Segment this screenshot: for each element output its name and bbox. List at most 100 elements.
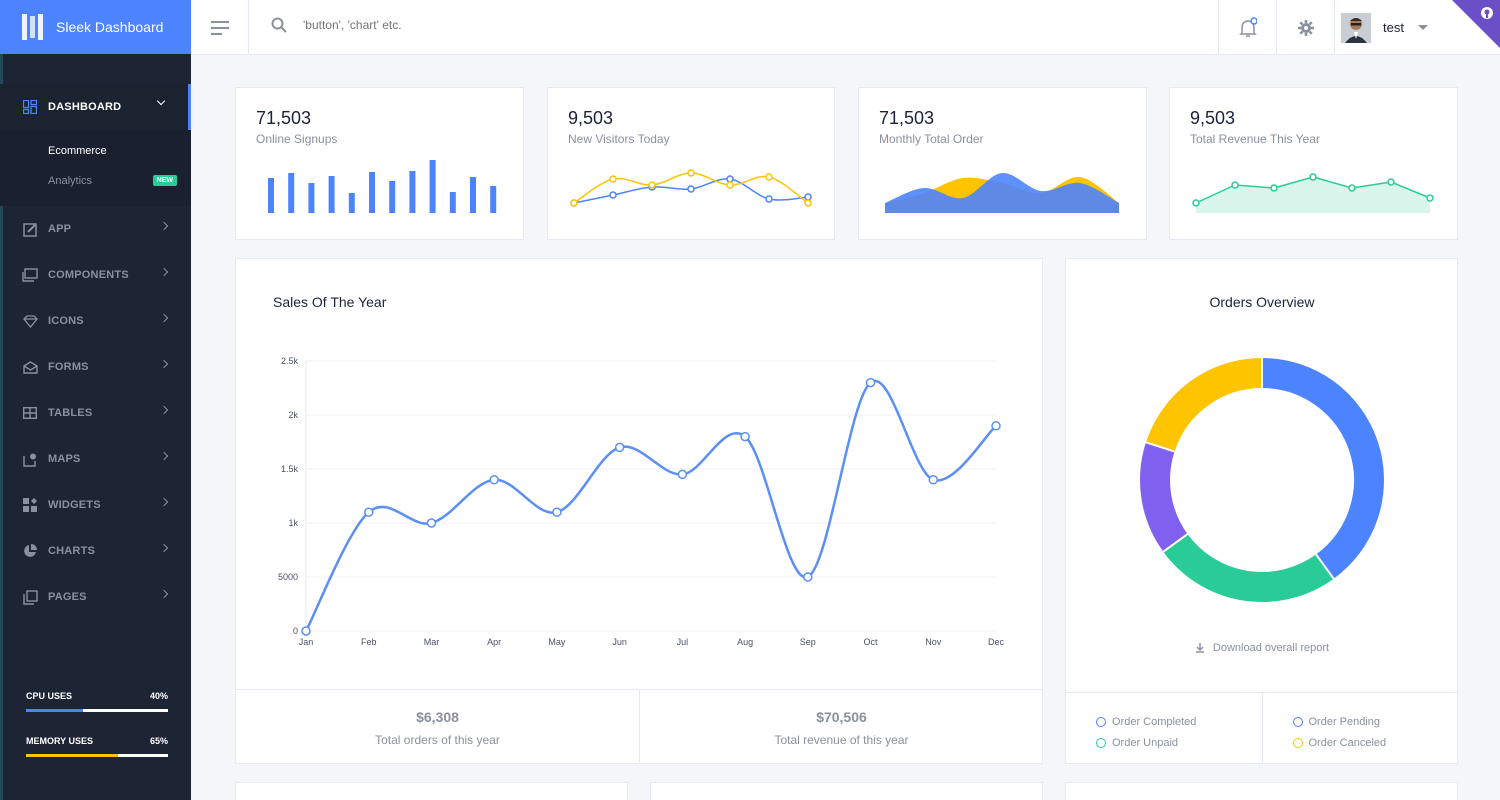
bar xyxy=(429,160,436,213)
orders-donut-chart xyxy=(1140,358,1384,602)
sales-footer-orders: $6,308 Total orders of this year xyxy=(236,690,639,764)
search-icon[interactable] xyxy=(271,17,287,33)
gear-icon xyxy=(1297,19,1314,36)
legend-item: Order Pending xyxy=(1292,711,1459,732)
sidebar-item-label: FORMS xyxy=(48,361,89,373)
sidebar-item-maps[interactable]: MAPS xyxy=(0,436,191,482)
sidebar-item-charts[interactable]: CHARTS xyxy=(0,528,191,574)
donut-slice xyxy=(1261,358,1384,579)
stat-label: New Visitors Today xyxy=(568,132,670,146)
sidebar-item-widgets[interactable]: WIDGETS xyxy=(0,482,191,528)
sidebar-item-icons[interactable]: ICONS xyxy=(0,298,191,344)
search-input[interactable] xyxy=(303,18,603,32)
chevron-right-icon xyxy=(159,267,169,277)
download-icon xyxy=(1195,643,1204,653)
brand-name: Sleek Dashboard xyxy=(56,19,164,35)
download-label: Download overall report xyxy=(1212,642,1330,654)
legend-dot xyxy=(1096,716,1106,727)
sidebar-subitem-ecommerce[interactable]: Ecommerce xyxy=(0,136,191,166)
data-point xyxy=(1348,184,1356,192)
sidebar-item-components[interactable]: COMPONENTS xyxy=(0,252,191,298)
sidebar-item-forms[interactable]: FORMS xyxy=(0,344,191,390)
bar xyxy=(449,192,456,213)
bar xyxy=(288,173,295,213)
stat-value: 71,503 xyxy=(256,108,312,128)
brand[interactable]: Sleek Dashboard xyxy=(0,0,191,54)
legend-item: Order Completed xyxy=(1096,711,1262,732)
x-tick-label: Nov xyxy=(925,637,942,647)
user-menu[interactable]: test xyxy=(1341,0,1428,55)
stat-label: Total Revenue This Year xyxy=(1190,132,1320,146)
donut-slice xyxy=(1163,533,1334,602)
cpu-usage-fill xyxy=(26,709,83,712)
bar xyxy=(409,171,416,213)
stat-value: 9,503 xyxy=(568,108,614,128)
legend-dot xyxy=(1292,716,1303,727)
data-point xyxy=(804,199,812,207)
revenue-line-chart xyxy=(1192,173,1434,213)
sidebar-item-label: MAPS xyxy=(48,453,81,465)
legend-column: Order Completed Order Unpaid xyxy=(1066,693,1262,764)
memory-usage-bar xyxy=(26,754,168,757)
menu-toggle-button[interactable] xyxy=(191,0,249,55)
sales-footer: $6,308 Total orders of this year $70,506… xyxy=(236,689,1043,764)
x-tick-label: Oct xyxy=(864,637,879,647)
data-point xyxy=(726,175,734,183)
x-tick-label: Jan xyxy=(299,637,314,647)
x-tick-label: Aug xyxy=(737,637,753,647)
data-point xyxy=(991,421,1001,431)
avatar xyxy=(1341,12,1371,43)
github-corner[interactable] xyxy=(1452,0,1500,48)
visitors-line-chart xyxy=(570,169,812,207)
memory-usage-value: 65% xyxy=(149,736,168,746)
pages-icon xyxy=(22,589,38,605)
chevron-right-icon xyxy=(159,451,169,461)
x-tick-label: Feb xyxy=(361,637,377,647)
data-point xyxy=(726,181,734,189)
sales-footer-value: $70,506 xyxy=(816,709,867,725)
sidebar-item-label: CHARTS xyxy=(48,545,96,557)
data-point xyxy=(804,193,812,201)
subitem-label: Ecommerce xyxy=(48,145,107,157)
cpu-usage-label: CPU USES xyxy=(26,691,73,701)
y-tick-label: 2.5k xyxy=(281,356,299,366)
stat-card-revenue: 9,503 Total Revenue This Year xyxy=(1169,87,1458,240)
y-tick-label: 1.5k xyxy=(281,464,299,474)
bar xyxy=(328,176,335,213)
data-point xyxy=(609,191,617,199)
data-point xyxy=(426,518,437,528)
data-point xyxy=(648,181,656,189)
diamond-icon xyxy=(22,313,38,329)
x-tick-label: Sep xyxy=(800,637,816,647)
sidebar-item-tables[interactable]: TABLES xyxy=(0,390,191,436)
data-point xyxy=(687,185,695,193)
sidebar-subitem-analytics[interactable]: Analytics NEW xyxy=(0,166,191,196)
legend-label: Order Canceled xyxy=(1308,736,1387,749)
data-point xyxy=(489,475,499,485)
bar xyxy=(348,193,355,213)
sales-line-chart: 0 5000 1k 1.5k 2k 2.5k Jan Feb Mar Apr May Jun Jul Au… xyxy=(278,356,1005,647)
settings-button[interactable] xyxy=(1276,0,1334,55)
caret-down-icon xyxy=(1417,25,1428,30)
bar xyxy=(490,186,497,213)
sidebar-item-app[interactable]: APP xyxy=(0,206,191,252)
sidebar-item-label: COMPONENTS xyxy=(48,269,129,281)
memory-usage: MEMORY USES 65% xyxy=(26,736,168,757)
sidebar-nav: DASHBOARD Ecommerce Analytics NEW APP COM… xyxy=(0,84,191,620)
data-point xyxy=(614,442,625,453)
search-bar xyxy=(271,17,603,33)
notification-button[interactable] xyxy=(1218,0,1276,55)
components-icon xyxy=(22,267,38,283)
legend-dot xyxy=(1292,737,1303,748)
y-tick-label: 1k xyxy=(288,518,298,528)
data-point xyxy=(363,507,374,517)
sidebar-item-pages[interactable]: PAGES xyxy=(0,574,191,620)
legend-item: Order Canceled xyxy=(1292,732,1459,753)
sidebar-item-dashboard[interactable]: DASHBOARD xyxy=(0,84,191,130)
bar xyxy=(308,183,315,213)
download-report-link[interactable]: Download overall report xyxy=(1066,642,1458,654)
stat-label: Monthly Total Order xyxy=(879,132,984,146)
data-point xyxy=(1426,194,1434,202)
bottom-card xyxy=(235,782,628,800)
data-point xyxy=(1387,178,1395,186)
